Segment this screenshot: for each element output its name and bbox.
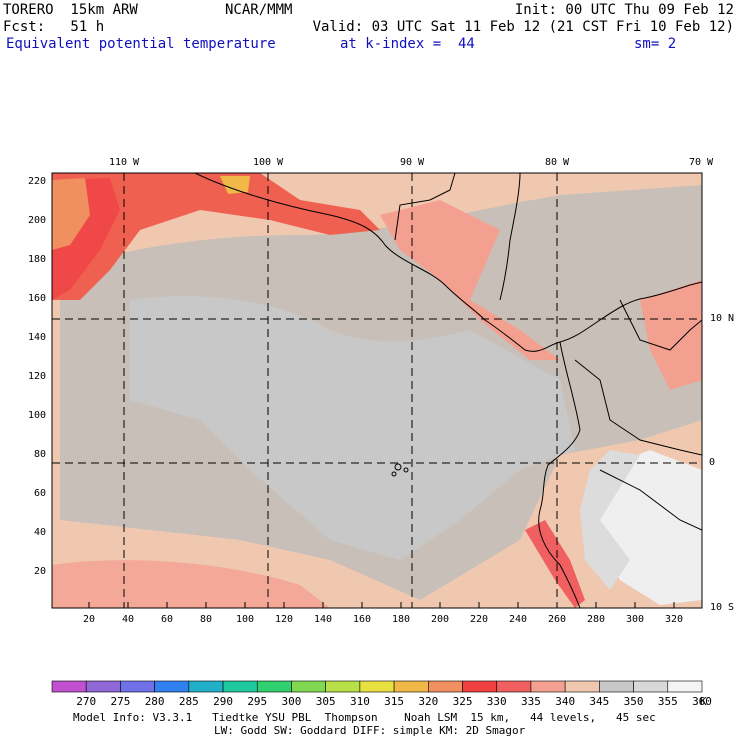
field-name: Equivalent potential temperature [6,36,276,52]
lat-label: 10 N [710,313,735,324]
x-tick: 260 [547,614,567,625]
physics-info-line: LW: Godd SW: Goddard DIFF: simple KM: 2D… [214,724,526,737]
smoothing-label: sm= 2 [634,36,677,52]
map-frame [51,172,703,609]
x-tick: 240 [508,614,528,625]
colorbar-level-label: 325 [452,695,473,708]
colorbar-swatch [462,680,498,693]
colorbar-level-label: 350 [623,695,644,708]
level-label: at k-index = 44 [340,36,475,52]
y-tick: 80 [33,449,46,460]
coastlines [194,173,702,608]
colorbar-swatch [530,680,566,693]
colorbar-level-label: 335 [521,695,541,708]
x-tick: 60 [160,614,174,625]
lon-label: 80 W [544,157,570,168]
x-tick: 320 [664,614,684,625]
colorbar-swatch [599,680,634,693]
colorbar [51,680,703,693]
colorbar-swatch [496,680,532,693]
lat-label: 0 [709,457,716,468]
lon-label: 110 W [108,157,140,168]
colorbar-swatch [51,680,87,693]
x-tick: 140 [313,614,333,625]
colorbar-level-label: 275 [110,695,131,708]
x-tick: 180 [391,614,411,625]
y-tick: 200 [27,215,46,226]
colorbar-level-label: 320 [418,695,439,708]
field-355-region [130,296,575,560]
y-tick: 140 [27,332,46,343]
colorbar-level-label: 345 [589,695,610,708]
colorbar-swatch [325,680,361,693]
colorbar-level-label: 290 [213,695,233,708]
forecast-hour: Fcst: 51 h [3,19,105,35]
x-tick: 220 [469,614,489,625]
colorbar-swatch [633,680,669,693]
field-335-north [52,173,380,300]
x-tick: 100 [235,614,255,625]
colorbar-swatch [359,680,395,693]
lat-label: 10 S [710,602,735,613]
field-320-blob [220,176,250,194]
colorbar-level-label: 315 [384,695,405,708]
tick-marks [88,602,675,608]
y-tick: 20 [33,566,46,577]
y-tick: 100 [27,410,46,421]
y-tick: 40 [33,527,46,538]
model-title: TORERO 15km ARW [3,2,138,18]
colorbar-level-label: 300 [281,695,302,708]
field-340-ca [380,200,560,360]
colorbar-swatch [120,680,155,693]
colorbar-swatch [291,680,326,693]
y-tick: 220 [27,176,46,187]
x-tick: 120 [274,614,294,625]
colorbar-swatch [393,680,429,693]
lon-label: 70 W [688,157,714,168]
colorbar-level-label: 360 [692,695,712,708]
y-tick: 160 [27,293,46,304]
colorbar-level-label: 355 [657,695,678,708]
colorbar-level-label: 295 [247,695,268,708]
y-tick: 120 [27,371,46,382]
colorbar-level-label: 305 [315,695,336,708]
colorbar-swatch [222,680,258,693]
colorbar-level-label: 280 [144,695,165,708]
field-335-peru [525,520,585,608]
x-tick: 20 [82,614,96,625]
x-tick: 300 [625,614,645,625]
colorbar-unit: K [700,695,707,708]
model-info-line: Model Info: V3.3.1 Tiedtke YSU PBL Thomp… [73,711,656,724]
valid-time: Valid: 03 UTC Sat 11 Feb 12 (21 CST Fri … [312,19,734,35]
y-tick: 60 [33,488,46,499]
lon-label: 100 W [252,157,284,168]
lon-label: 90 W [399,157,425,168]
field-355-andes [580,450,640,590]
colorbar-swatch [188,680,224,693]
organization-label: NCAR/MMM [225,2,293,18]
colorbar-swatch [428,680,463,693]
field-340-ec [640,280,702,390]
colorbar-swatch [564,680,600,693]
field-325-blob [52,178,90,250]
field-340-south [52,560,330,608]
y-tick: 180 [27,254,46,265]
init-time: Init: 00 UTC Thu 09 Feb 12 [514,2,734,18]
colorbar-swatch [256,680,292,693]
colorbar-swatch [154,680,190,693]
colorbar-level-label: 340 [555,695,576,708]
x-tick: 280 [586,614,606,625]
x-tick: 160 [352,614,372,625]
colorbar-swatch [667,680,703,693]
latlon-grid [52,173,702,608]
colorbar-level-label: 310 [349,695,370,708]
colorbar-swatch [85,680,121,693]
colorbar-level-label: 270 [76,695,97,708]
x-tick: 80 [199,614,213,625]
colorbar-level-label: 330 [486,695,507,708]
x-tick: 40 [121,614,135,625]
x-tick: 200 [430,614,450,625]
colorbar-level-label: 285 [178,695,199,708]
